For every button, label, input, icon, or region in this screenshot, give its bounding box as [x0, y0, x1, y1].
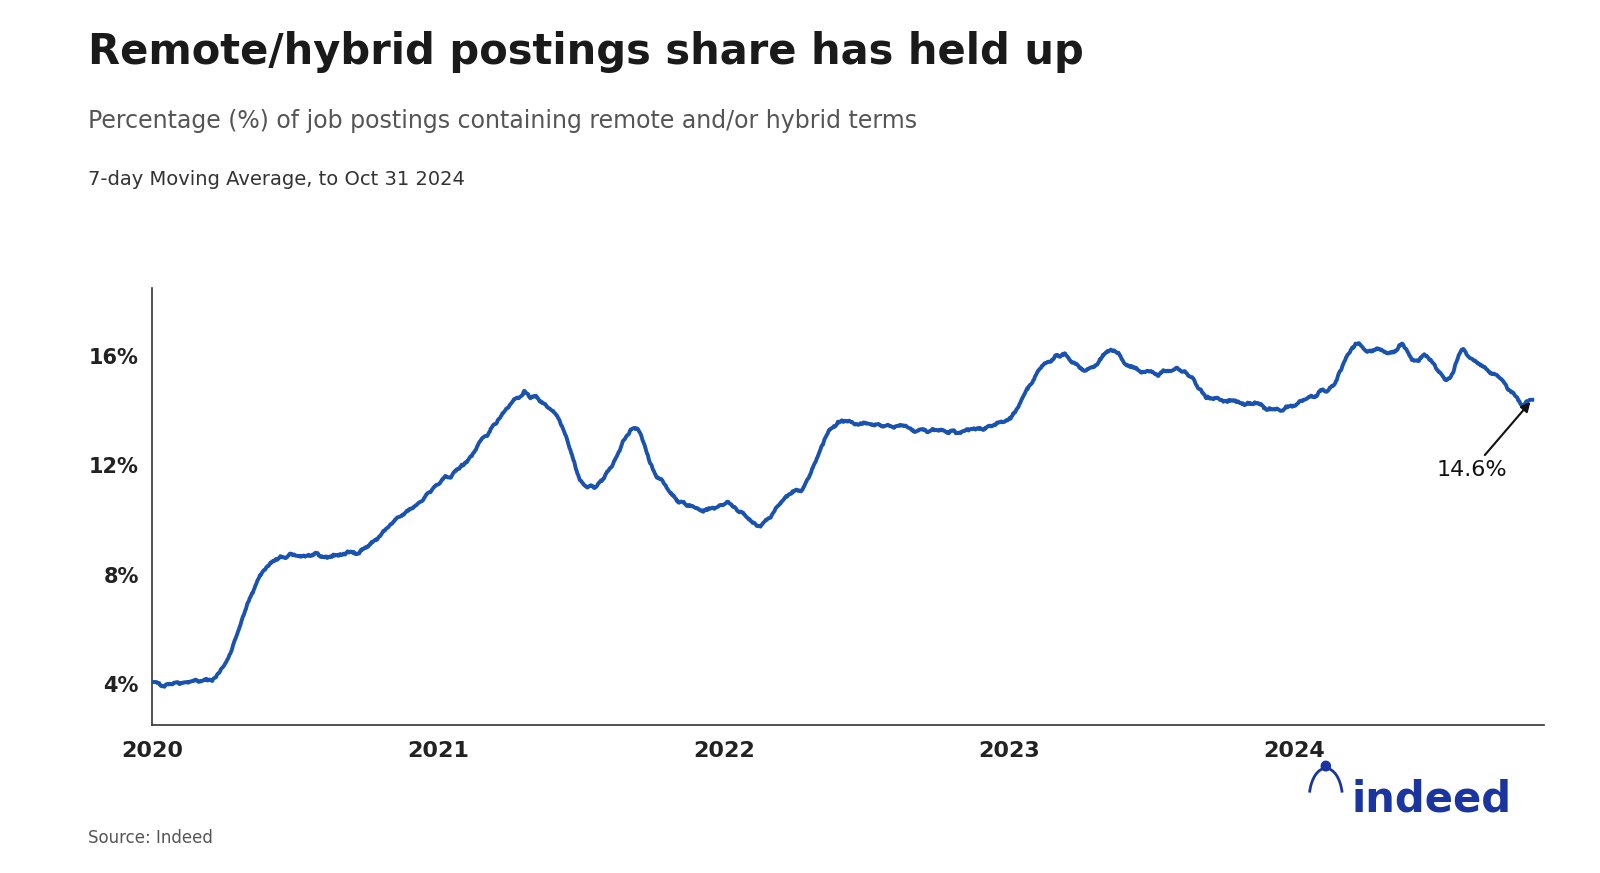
Circle shape	[1322, 761, 1331, 771]
Text: Remote/hybrid postings share has held up: Remote/hybrid postings share has held up	[88, 31, 1083, 72]
Text: 14.6%: 14.6%	[1437, 403, 1530, 480]
Text: indeed: indeed	[1352, 779, 1512, 821]
Text: 7-day Moving Average, to Oct 31 2024: 7-day Moving Average, to Oct 31 2024	[88, 170, 466, 189]
Text: Source: Indeed: Source: Indeed	[88, 828, 213, 847]
Text: Percentage (%) of job postings containing remote and/or hybrid terms: Percentage (%) of job postings containin…	[88, 109, 917, 133]
